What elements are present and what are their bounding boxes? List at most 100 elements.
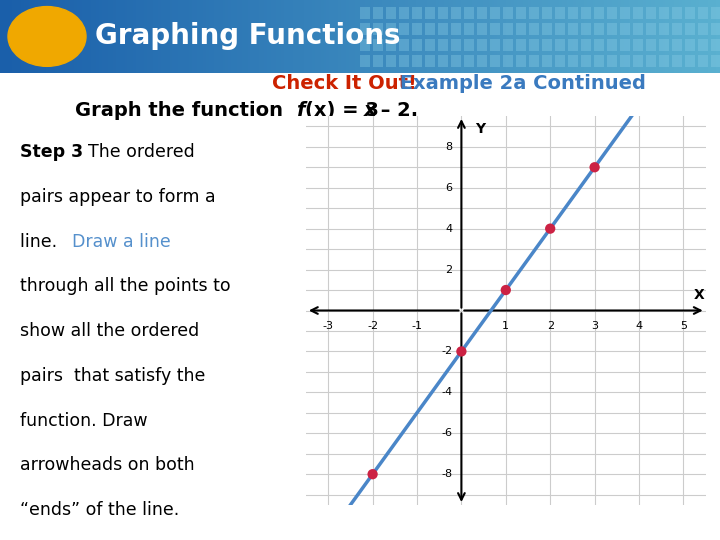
Text: X: X (693, 288, 704, 302)
Bar (425, 39, 435, 51)
Bar (659, 7, 669, 19)
Text: 5: 5 (680, 321, 687, 330)
Bar (555, 23, 565, 35)
Bar (555, 56, 565, 67)
Bar (373, 56, 383, 67)
Text: -2: -2 (441, 347, 452, 356)
Bar (542, 56, 552, 67)
Text: 4: 4 (636, 321, 642, 330)
Bar (672, 23, 682, 35)
Text: Y: Y (474, 122, 485, 136)
Text: show all the ordered: show all the ordered (20, 322, 199, 340)
Text: Holt McDougal Algebra 1: Holt McDougal Algebra 1 (14, 520, 153, 530)
Bar (477, 56, 487, 67)
Text: Example 2a Continued: Example 2a Continued (393, 75, 646, 93)
Bar (659, 39, 669, 51)
Text: The ordered: The ordered (77, 143, 195, 161)
Bar (490, 39, 500, 51)
Bar (633, 23, 643, 35)
Bar (373, 7, 383, 19)
Bar (698, 56, 708, 67)
Bar (646, 56, 656, 67)
Bar (711, 23, 720, 35)
Bar (633, 39, 643, 51)
Bar (451, 23, 461, 35)
Bar (503, 39, 513, 51)
Bar (464, 56, 474, 67)
Text: pairs  that satisfy the: pairs that satisfy the (20, 367, 205, 385)
Bar (594, 7, 604, 19)
Text: “ends” of the line.: “ends” of the line. (20, 501, 179, 519)
Bar (672, 7, 682, 19)
Bar (594, 23, 604, 35)
Bar (685, 7, 695, 19)
Text: Graph the function: Graph the function (75, 100, 289, 119)
Bar (412, 7, 422, 19)
Bar (646, 39, 656, 51)
Bar (620, 39, 630, 51)
Bar (412, 23, 422, 35)
Bar (633, 56, 643, 67)
Bar (451, 56, 461, 67)
Bar (412, 56, 422, 67)
Bar (568, 7, 578, 19)
Bar (516, 7, 526, 19)
Bar (711, 39, 720, 51)
Bar (711, 7, 720, 19)
Bar (360, 7, 370, 19)
Bar (386, 23, 396, 35)
Bar (360, 39, 370, 51)
Bar (490, 7, 500, 19)
Text: Step 3: Step 3 (20, 143, 84, 161)
Text: x: x (364, 100, 377, 119)
Bar (516, 23, 526, 35)
Point (456, 347, 467, 356)
Bar (490, 56, 500, 67)
Text: -8: -8 (441, 469, 452, 479)
Bar (438, 7, 448, 19)
Bar (503, 56, 513, 67)
Bar (698, 7, 708, 19)
Bar (672, 56, 682, 67)
Text: -2: -2 (367, 321, 378, 330)
Text: Check It Out!: Check It Out! (272, 75, 417, 93)
Text: -1: -1 (412, 321, 423, 330)
Text: – 2.: – 2. (374, 100, 418, 119)
Bar (477, 39, 487, 51)
Text: through all the points to: through all the points to (20, 278, 231, 295)
Bar (464, 23, 474, 35)
Bar (646, 7, 656, 19)
Bar (542, 39, 552, 51)
Bar (607, 7, 617, 19)
Bar (529, 23, 539, 35)
Text: 2: 2 (546, 321, 554, 330)
Ellipse shape (8, 6, 86, 66)
Text: Copyright © by Holt Mc Dougal. All Rights Reserved.: Copyright © by Holt Mc Dougal. All Right… (449, 520, 706, 530)
Bar (711, 56, 720, 67)
Bar (386, 39, 396, 51)
Text: 1: 1 (503, 321, 509, 330)
Bar (646, 23, 656, 35)
Bar (568, 56, 578, 67)
Bar (555, 39, 565, 51)
Bar (438, 39, 448, 51)
Point (544, 224, 556, 233)
Bar (438, 23, 448, 35)
Bar (373, 23, 383, 35)
Bar (529, 39, 539, 51)
Bar (386, 56, 396, 67)
Bar (633, 7, 643, 19)
Bar (451, 39, 461, 51)
Bar (516, 56, 526, 67)
Bar (542, 23, 552, 35)
Bar (386, 7, 396, 19)
Bar (464, 39, 474, 51)
Bar (607, 39, 617, 51)
Bar (620, 23, 630, 35)
Bar (438, 56, 448, 67)
Bar (581, 23, 591, 35)
Text: function. Draw: function. Draw (20, 411, 148, 430)
Text: Graphing Functions: Graphing Functions (95, 23, 400, 50)
Bar (581, 39, 591, 51)
Bar (360, 23, 370, 35)
